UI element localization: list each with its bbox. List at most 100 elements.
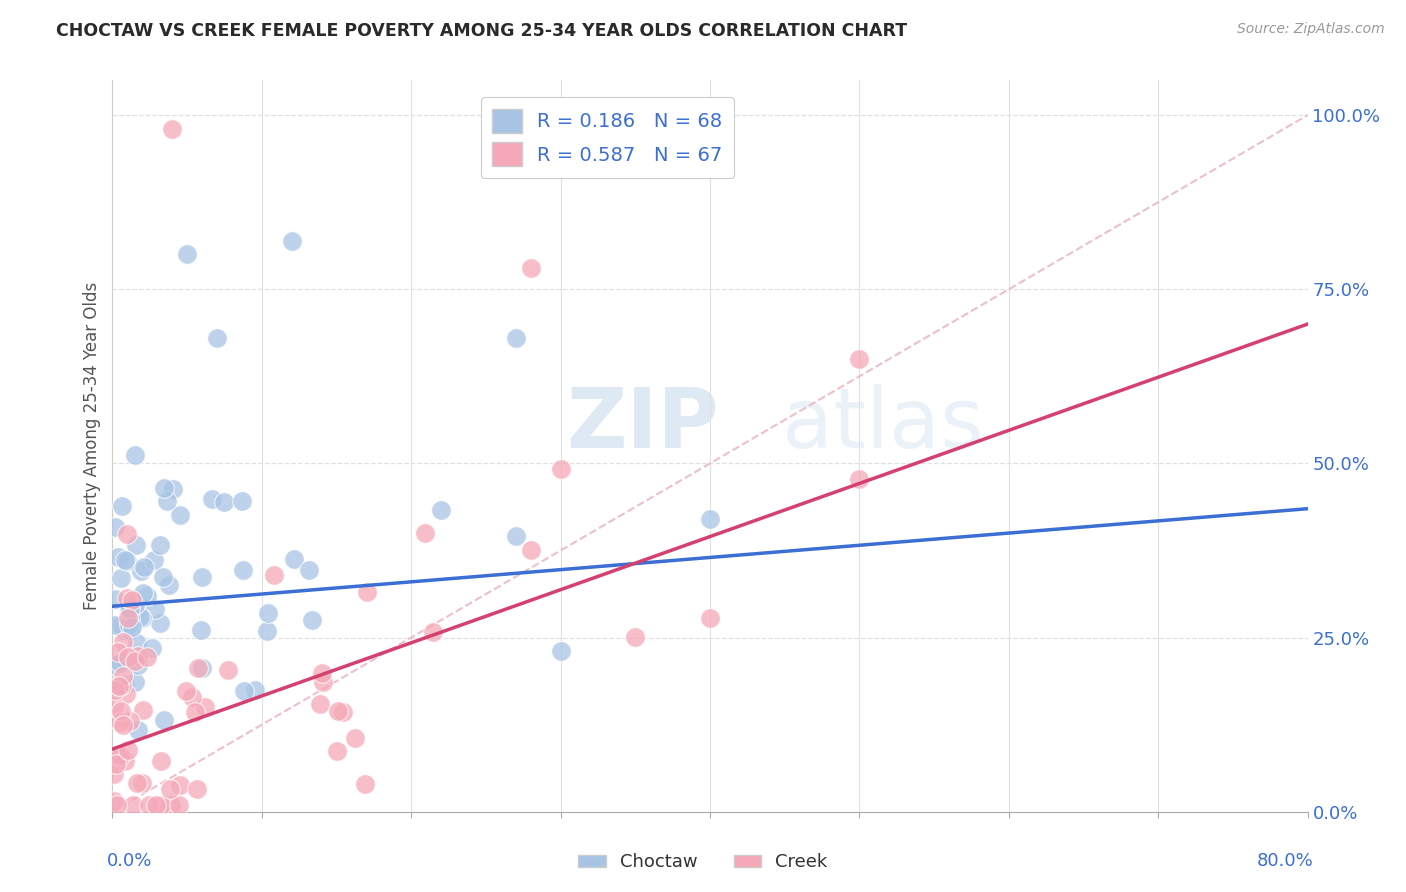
Point <box>108 656 131 670</box>
Point <box>256 606 278 620</box>
Point <box>309 698 332 712</box>
Point <box>112 623 135 637</box>
Point <box>114 677 136 691</box>
Text: 0.0%: 0.0% <box>107 852 152 870</box>
Point <box>136 650 159 665</box>
Point <box>118 617 141 632</box>
Point <box>104 592 127 607</box>
Point <box>191 661 214 675</box>
Point <box>121 797 143 812</box>
Point <box>108 748 131 763</box>
Point <box>169 508 191 522</box>
Point <box>127 603 149 617</box>
Point <box>117 742 139 756</box>
Point <box>127 649 149 664</box>
Point <box>138 797 160 812</box>
Point <box>328 704 350 718</box>
Point <box>325 743 347 757</box>
Point <box>217 663 239 677</box>
Point <box>149 615 172 630</box>
Point <box>162 482 184 496</box>
Point <box>104 683 127 698</box>
Point <box>422 624 444 639</box>
Point <box>117 610 139 624</box>
Text: Source: ZipAtlas.com: Source: ZipAtlas.com <box>1237 22 1385 37</box>
Point <box>505 331 527 345</box>
Point <box>191 570 214 584</box>
Point <box>187 661 209 675</box>
Point <box>105 748 128 763</box>
Point <box>124 448 146 462</box>
Point <box>848 472 870 486</box>
Point <box>624 630 647 644</box>
Point <box>112 669 135 683</box>
Point <box>111 499 134 513</box>
Point <box>214 495 236 509</box>
Point <box>115 554 138 568</box>
Point <box>118 603 141 617</box>
Point <box>110 678 132 692</box>
Point <box>103 617 125 632</box>
Point <box>131 586 153 600</box>
Point <box>129 609 152 624</box>
Point <box>107 550 129 565</box>
Point <box>263 568 285 582</box>
Point <box>108 679 131 693</box>
Point <box>134 560 156 574</box>
Point <box>132 703 155 717</box>
Point <box>413 526 436 541</box>
Point <box>150 797 173 812</box>
Point <box>124 675 146 690</box>
Point <box>149 755 172 769</box>
Point <box>256 624 278 639</box>
Point <box>233 684 256 698</box>
Point <box>114 687 136 701</box>
Point <box>115 591 138 606</box>
Point <box>125 538 148 552</box>
Point <box>169 779 191 793</box>
Point <box>135 589 157 603</box>
Point <box>125 636 148 650</box>
Point <box>520 542 543 557</box>
Point <box>105 756 128 771</box>
Point <box>103 795 125 809</box>
Point <box>186 781 208 796</box>
Point <box>520 261 543 276</box>
Point <box>118 601 141 615</box>
Point <box>356 585 378 599</box>
Point <box>103 766 125 780</box>
Point <box>121 593 143 607</box>
Point <box>141 640 163 655</box>
Point <box>152 570 174 584</box>
Point <box>190 624 212 638</box>
Point <box>114 755 136 769</box>
Point <box>332 705 354 719</box>
Point <box>283 552 305 566</box>
Point <box>127 723 149 738</box>
Point <box>142 552 165 566</box>
Point <box>180 690 202 705</box>
Point <box>159 781 181 796</box>
Point <box>120 714 142 728</box>
Point <box>699 611 721 625</box>
Point <box>121 620 143 634</box>
Point <box>430 502 453 516</box>
Point <box>311 665 333 680</box>
Point <box>114 553 136 567</box>
Point <box>550 644 572 658</box>
Point <box>156 493 179 508</box>
Point <box>124 598 146 612</box>
Point <box>354 776 377 790</box>
Point <box>344 731 367 746</box>
Point <box>110 618 132 632</box>
Point <box>118 611 141 625</box>
Point <box>167 797 190 812</box>
Point <box>184 705 207 719</box>
Legend: R = 0.186   N = 68, R = 0.587   N = 67: R = 0.186 N = 68, R = 0.587 N = 67 <box>481 97 734 178</box>
Text: ZIP: ZIP <box>567 384 718 465</box>
Point <box>201 491 224 506</box>
Point <box>149 538 172 552</box>
Point <box>848 351 870 366</box>
Point <box>111 635 134 649</box>
Point <box>194 700 217 714</box>
